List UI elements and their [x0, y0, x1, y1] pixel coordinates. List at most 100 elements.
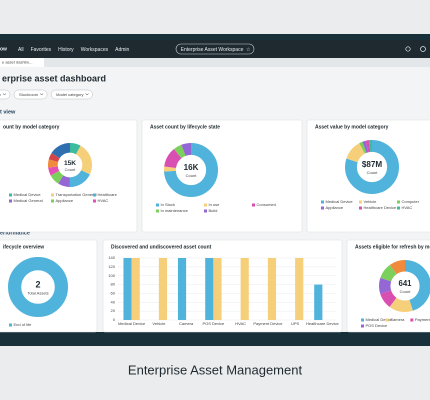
y-tick-label: 0 [113, 317, 116, 322]
y-tick-label: 140 [108, 255, 115, 260]
donut-segment [164, 142, 219, 197]
legend-label: Medical General [14, 198, 43, 203]
donut-segment [47, 143, 92, 187]
center-value: 641 [398, 279, 412, 288]
workspace-label[interactable]: Enterprise Asset Workspace [181, 47, 244, 53]
workspace-pill[interactable] [175, 43, 255, 55]
tab-bar [0, 58, 430, 67]
legend-swatch [93, 199, 96, 203]
x-tick-label: POS Device [202, 321, 225, 326]
donut-segment [345, 139, 400, 194]
nav-item[interactable]: History [58, 47, 74, 53]
chevron [2, 93, 7, 96]
legend-label: Consumed [257, 202, 276, 207]
legend-swatch [156, 209, 159, 213]
legend-label: Computer [402, 199, 420, 204]
card-title: Asset count by lifecycle state [150, 124, 220, 130]
brand: ow [0, 46, 7, 52]
legend-swatch [359, 206, 362, 210]
legend-swatch [410, 318, 414, 322]
center-value: 15K [64, 160, 76, 167]
center-value: 16K [184, 163, 199, 172]
filter-label[interactable]: v [0, 92, 1, 97]
x-tick-label: Healthcare Device [306, 321, 339, 326]
tab-label[interactable]: e asset dashbo... [2, 60, 32, 65]
bar [314, 284, 323, 320]
nav-item[interactable]: Favorites [31, 47, 52, 53]
filter-label[interactable]: Stockroom [19, 92, 39, 97]
center-label: Count [400, 289, 412, 294]
legend-swatch [397, 200, 400, 204]
legend-label: Appliance [56, 198, 74, 203]
filter-chip[interactable] [50, 89, 93, 100]
legend-swatch [321, 200, 324, 204]
donut-segment [379, 259, 430, 312]
card [306, 119, 430, 233]
legend-label: HVAC [402, 205, 413, 210]
legend-swatch [51, 193, 54, 197]
legend-swatch [252, 203, 255, 207]
legend-swatch [9, 193, 12, 197]
bar [123, 258, 132, 320]
section-label: erformance [0, 230, 30, 236]
x-tick-label: Payment Device [253, 321, 283, 326]
bar [205, 258, 214, 320]
center-label: Count [367, 170, 379, 175]
help-icon[interactable] [420, 46, 426, 52]
center-label: Total Assets [27, 291, 48, 296]
legend-swatch [156, 203, 159, 207]
legend-label: Vehicle [364, 199, 378, 204]
card [0, 119, 138, 233]
legend-label: In Stock [161, 202, 175, 207]
y-tick-label: 40 [111, 299, 116, 304]
legend-label: Appliance [326, 205, 344, 210]
star-icon[interactable]: ☆ [246, 47, 251, 53]
search-icon[interactable] [405, 46, 411, 52]
donut-segment [47, 143, 92, 187]
center-value: 2 [35, 279, 40, 289]
card-title: Assets eligible for refresh by model cat [355, 244, 430, 250]
legend-swatch [359, 200, 362, 204]
legend-label: Payment Device [415, 317, 430, 322]
legend-label: Build [209, 208, 218, 213]
legend-swatch [51, 199, 54, 203]
y-tick-label: 100 [108, 273, 115, 278]
y-tick-label: 120 [108, 264, 115, 269]
nav-item[interactable]: All [18, 47, 24, 53]
chevron [85, 93, 89, 96]
bar [131, 258, 140, 320]
legend-label: Camera [390, 317, 405, 322]
legend-label: Healthcare Device [364, 205, 397, 210]
card-title: Asset value by model category [315, 124, 389, 130]
legend-swatch [397, 206, 400, 210]
legend-label: Medical Device [366, 317, 394, 322]
center-label: Count [186, 173, 198, 178]
legend-swatch [321, 206, 324, 210]
center-label: Count [65, 167, 77, 172]
donut-segment [164, 142, 219, 197]
tab[interactable] [0, 58, 44, 67]
nav-item[interactable]: Workspaces [81, 47, 109, 53]
bar [267, 258, 277, 320]
center-value: $87M [362, 160, 383, 169]
filter-chip[interactable] [13, 89, 48, 100]
x-tick-label: UPS [291, 321, 300, 326]
y-tick-label: 20 [111, 308, 116, 313]
legend-swatch [9, 199, 12, 203]
filter-label[interactable]: Model category [56, 92, 83, 97]
section-label: t view [0, 109, 16, 115]
legend-swatch [9, 323, 12, 327]
legend-label: POS Device [366, 323, 389, 328]
legend-label: Medical Device [14, 192, 42, 197]
bar [295, 258, 304, 320]
legend-label: Medical Device [326, 199, 354, 204]
bar [240, 258, 249, 320]
donut-segment [47, 143, 92, 187]
x-tick-label: HVAC [235, 321, 246, 326]
page-title: erprise asset dashboard [2, 73, 106, 83]
legend-label: End of life [14, 322, 33, 327]
legend-swatch [361, 318, 364, 322]
card-title: Discovered and undiscovered asset count [111, 244, 212, 250]
nav-item[interactable]: Admin [115, 47, 129, 53]
